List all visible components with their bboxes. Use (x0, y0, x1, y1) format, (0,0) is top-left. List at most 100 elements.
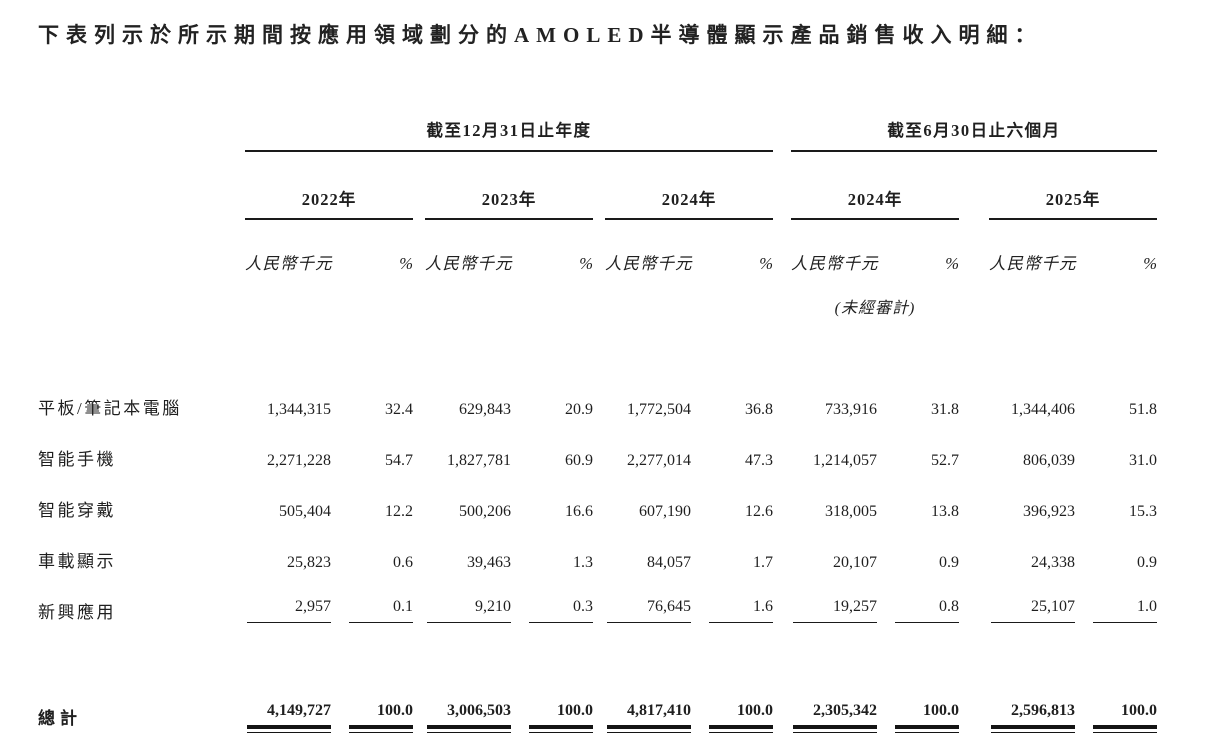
unit-label: 人民幣千元 (791, 254, 879, 274)
double-underlined-total: 100.0 (895, 702, 959, 734)
year-header-row: 2022年 2023年 2024年 2024年 2025年 (38, 151, 1158, 220)
pct-cell: 52.7 (931, 451, 959, 469)
value-cell: 24,338 (1031, 553, 1075, 571)
unit-label: 人民幣千元 (245, 254, 333, 274)
unit-label: 人民幣千元 (605, 254, 693, 274)
gap-cell (413, 689, 425, 743)
gap-cell (593, 478, 605, 529)
year-header-2022: 2022年 (245, 151, 413, 220)
period-header-annual: 截至12月31日止年度 (245, 99, 773, 152)
value-cell: 1,827,781 (447, 451, 511, 469)
unit-label: 人民幣千元 (425, 254, 513, 274)
total-value-cell: 4,149,727 (245, 689, 331, 743)
row-label: 智能穿戴 (38, 501, 116, 521)
gap-cell (413, 151, 425, 219)
gap-cell (773, 529, 791, 580)
gap-cell (959, 529, 989, 580)
empty-cell (38, 151, 245, 219)
pct-cell: 0.1 (331, 580, 413, 631)
gap-cell (593, 580, 605, 631)
table-row-smartphone: 智能手機 2,271,228 54.7 1,827,781 60.9 2,277… (38, 427, 1157, 478)
gap-cell (773, 151, 791, 219)
percent-label: % (399, 254, 413, 274)
gap-cell (959, 689, 989, 743)
value-cell: 1,214,057 (813, 451, 877, 469)
row-label: 智能手機 (38, 450, 116, 470)
underlined-value: 0.8 (895, 598, 959, 623)
gap-cell (593, 689, 605, 743)
underlined-value: 9,210 (427, 598, 511, 623)
unaudited-note-row: (未經審計) (38, 276, 1157, 318)
year-header-2024: 2024年 (605, 151, 773, 220)
pct-cell: 0.3 (511, 580, 593, 631)
unit-label: 人民幣千元 (989, 254, 1077, 274)
value-cell: 505,404 (279, 502, 331, 520)
gap-cell (773, 689, 791, 743)
gap-cell (593, 376, 605, 427)
value-cell: 20,107 (833, 553, 877, 571)
total-value-cell: 3,006,503 (425, 689, 511, 743)
document-page: 下表列示於所示期間按應用領域劃分的AMOLED半導體顯示產品銷售收入明細： 截至… (38, 23, 1158, 734)
value-cell: 629,843 (459, 400, 511, 418)
value-cell: 806,039 (1023, 451, 1075, 469)
pct-cell: 36.8 (745, 400, 773, 418)
pct-cell: 54.7 (385, 451, 413, 469)
revenue-by-application-table: 截至12月31日止年度 截至6月30日止六個月 2022年 2023年 2024… (38, 99, 1158, 743)
double-underlined-total: 100.0 (529, 702, 593, 734)
table-row-wearable: 智能穿戴 505,404 12.2 500,206 16.6 607,190 1… (38, 478, 1157, 529)
gap-cell (773, 478, 791, 529)
pct-cell: 12.6 (745, 502, 773, 520)
gap-cell (593, 427, 605, 478)
empty-cell (38, 219, 245, 276)
value-cell: 2,957 (245, 580, 331, 631)
gap-cell (593, 219, 605, 276)
gap-cell (773, 580, 791, 631)
double-underlined-total: 4,149,727 (247, 702, 331, 734)
year-header-2024-interim: 2024年 (791, 151, 959, 220)
gap-cell (959, 219, 989, 276)
double-underlined-total: 3,006,503 (427, 702, 511, 734)
gap-cell (959, 478, 989, 529)
double-underlined-total: 2,305,342 (793, 702, 877, 734)
gap-cell (773, 376, 791, 427)
value-cell: 25,107 (989, 580, 1075, 631)
gap-cell (959, 580, 989, 631)
value-cell: 25,823 (287, 553, 331, 571)
pct-cell: 15.3 (1129, 502, 1158, 520)
percent-label: % (579, 254, 593, 274)
total-value-cell: 4,817,410 (605, 689, 691, 743)
total-label: 總計 (38, 709, 82, 729)
gap-cell (413, 376, 425, 427)
value-cell: 500,206 (459, 502, 511, 520)
unaudited-note: (未經審計) (834, 299, 916, 317)
gap-cell (773, 427, 791, 478)
total-pct-cell: 100.0 (877, 689, 959, 743)
gap-cell (959, 151, 989, 219)
period-header-interim: 截至6月30日止六個月 (791, 99, 1158, 152)
total-pct-cell: 100.0 (511, 689, 593, 743)
pct-cell: 60.9 (565, 451, 593, 469)
gap-cell (773, 219, 791, 276)
gap-cell (413, 478, 425, 529)
double-underlined-total: 4,817,410 (607, 702, 691, 734)
underlined-value: 0.3 (529, 598, 593, 623)
pct-cell: 32.4 (385, 400, 413, 418)
pct-cell: 0.9 (939, 553, 959, 571)
empty-cell (38, 276, 791, 318)
table-row-tablet-laptop: 平板/筆記本電腦 1,344,315 32.4 629,843 20.9 1,7… (38, 376, 1157, 427)
value-cell: 9,210 (425, 580, 511, 631)
value-cell: 19,257 (791, 580, 877, 631)
empty-cell (959, 276, 1157, 318)
value-cell: 2,277,014 (627, 451, 691, 469)
total-value-cell: 2,596,813 (989, 689, 1075, 743)
gap-cell (959, 376, 989, 427)
value-cell: 39,463 (467, 553, 511, 571)
value-cell: 2,271,228 (267, 451, 331, 469)
gap-cell (413, 427, 425, 478)
pct-cell: 12.2 (385, 502, 413, 520)
gap-cell (413, 219, 425, 276)
total-pct-cell: 100.0 (691, 689, 773, 743)
table-row-automotive: 車載顯示 25,823 0.6 39,463 1.3 84,057 1.7 20… (38, 529, 1157, 580)
row-label: 平板/筆記本電腦 (38, 399, 182, 419)
underlined-value: 2,957 (247, 598, 331, 623)
